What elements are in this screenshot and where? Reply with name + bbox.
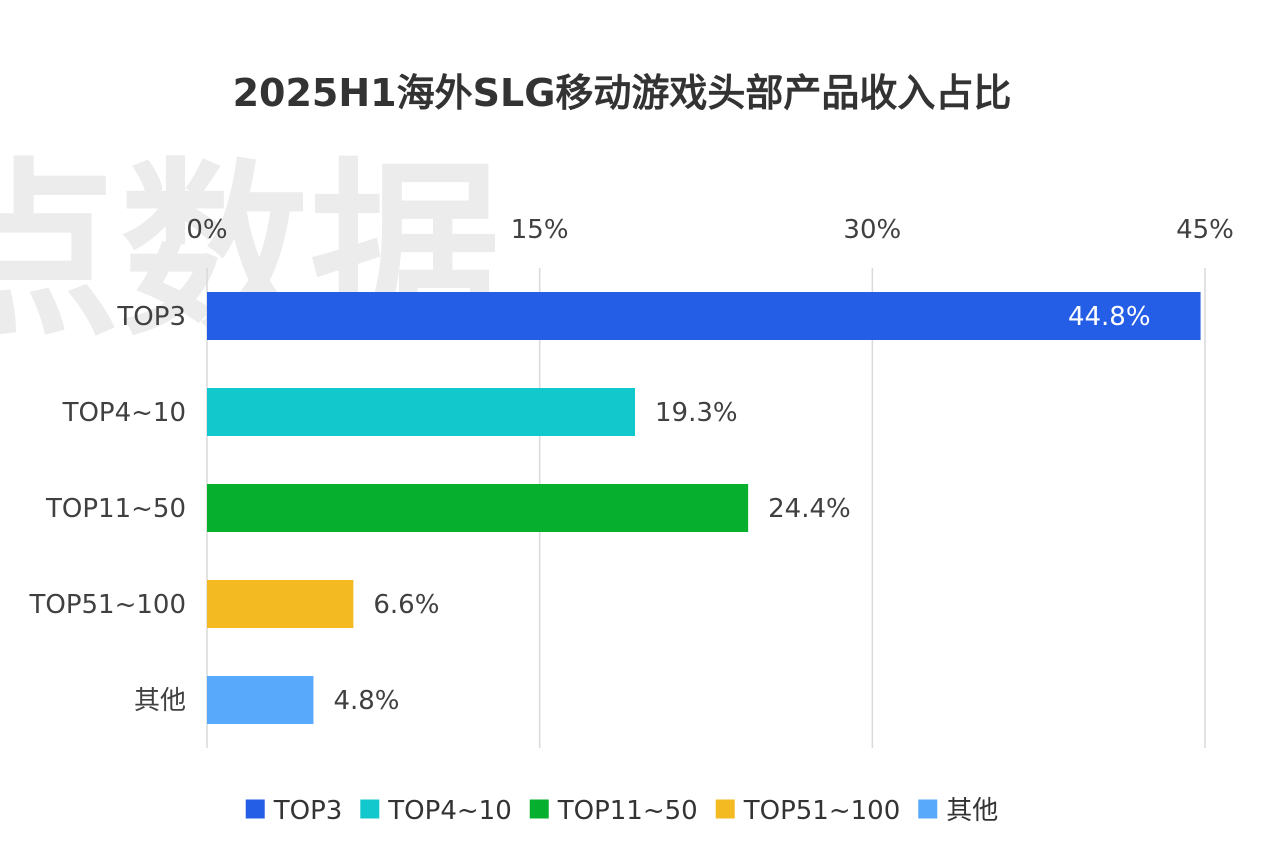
category-label: 其他 (134, 686, 186, 716)
x-axis-tick-labels: 0% 15% 30% 45% (186, 215, 1234, 245)
data-label: 19.3% (655, 398, 738, 428)
legend-swatch (715, 799, 735, 819)
bar-top11-50 (207, 484, 749, 532)
x-tick-label: 30% (843, 215, 901, 245)
category-labels: TOP3 TOP4~10 TOP11~50 TOP51~100 其他 (28, 302, 186, 716)
legend: TOP3 TOP4~10 TOP11~50 TOP51~100 其他 (245, 796, 998, 826)
legend-swatch (245, 799, 265, 819)
legend-label: TOP51~100 (743, 796, 901, 826)
legend-label: 其他 (946, 796, 998, 826)
x-tick-label: 45% (1176, 215, 1234, 245)
data-label: 24.4% (768, 494, 851, 524)
legend-swatch (529, 799, 549, 819)
bar-top3 (207, 292, 1201, 340)
legend-label: TOP11~50 (557, 796, 698, 826)
x-tick-label: 0% (186, 215, 227, 245)
data-labels: 44.8% 19.3% 24.4% 6.6% 4.8% (333, 302, 1150, 716)
legend-label: TOP4~10 (387, 796, 511, 826)
legend-item-top4-10: TOP4~10 (360, 796, 512, 826)
data-label: 44.8% (1068, 302, 1151, 332)
data-label: 4.8% (333, 686, 399, 716)
x-tick-label: 15% (511, 215, 569, 245)
legend-item-other: 其他 (918, 796, 998, 826)
bar-top4-10 (207, 388, 636, 436)
category-label: TOP11~50 (45, 494, 186, 524)
chart-title: 2025H1海外SLG移动游戏头部产品收入占比 (233, 71, 1012, 115)
bar-other (207, 676, 314, 724)
data-label: 6.6% (373, 590, 439, 620)
category-label: TOP51~100 (28, 590, 186, 620)
legend-item-top11-50: TOP11~50 (529, 796, 698, 826)
legend-item-top51-100: TOP51~100 (715, 796, 901, 826)
bar-top51-100 (207, 580, 354, 628)
category-label: TOP3 (116, 302, 186, 332)
category-label: TOP4~10 (62, 398, 186, 428)
legend-item-top3: TOP3 (245, 796, 343, 826)
legend-label: TOP3 (273, 796, 343, 826)
legend-swatch (360, 799, 380, 819)
bars (207, 292, 1201, 724)
legend-swatch (918, 799, 938, 819)
